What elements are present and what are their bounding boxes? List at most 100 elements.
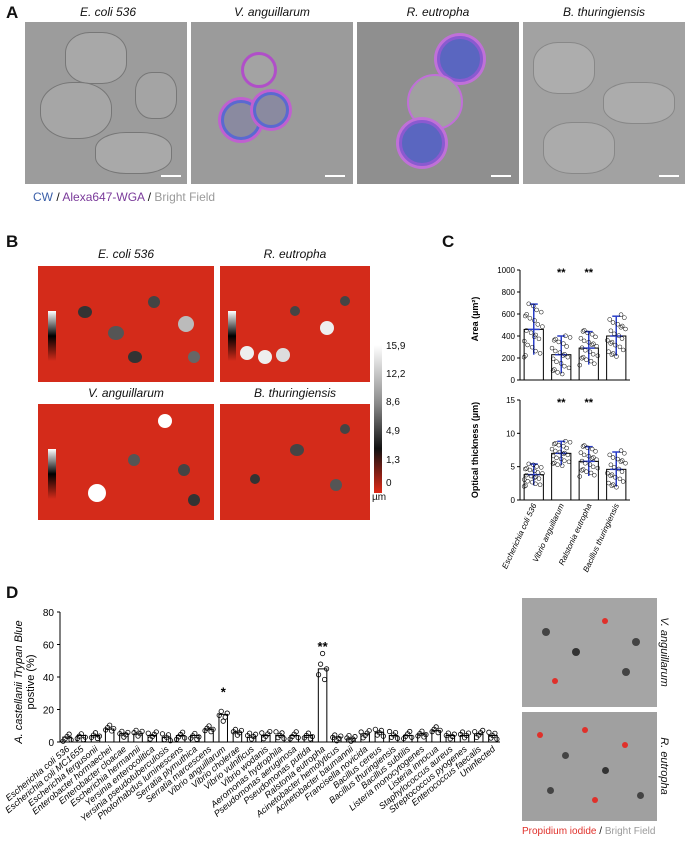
data-point (582, 328, 587, 333)
data-point (564, 344, 569, 349)
panel-d-legend: Propidium iodide / Bright Field (522, 826, 655, 837)
d-y-tick-label: 80 (43, 608, 55, 619)
legend-cw: CW (33, 190, 53, 204)
data-point (539, 309, 544, 315)
data-point (613, 475, 618, 480)
data-point (616, 333, 622, 338)
data-point (620, 347, 626, 353)
area-ylabel: Area (µm²) (470, 297, 480, 342)
data-point (606, 349, 611, 354)
d-data-point (218, 708, 224, 714)
data-point (523, 353, 528, 358)
micrograph-ecoli (25, 22, 187, 184)
data-point (526, 461, 531, 467)
data-point (613, 342, 618, 348)
panel-c-letter: C (442, 232, 455, 251)
d-data-point (372, 726, 378, 732)
data-point (607, 317, 612, 322)
data-point (586, 453, 591, 459)
data-point (577, 474, 582, 479)
data-point (556, 339, 561, 345)
data-point (590, 352, 596, 357)
data-point (529, 479, 535, 485)
data-point (540, 471, 545, 476)
data-point (593, 334, 598, 340)
y-tick-label: 600 (502, 310, 516, 319)
d-data-point (407, 728, 413, 735)
data-point (534, 307, 539, 313)
data-point (609, 339, 615, 345)
data-point (559, 463, 565, 468)
d-data-point (392, 729, 399, 736)
afm-vanguillarum (38, 404, 214, 520)
d-data-point (394, 735, 401, 741)
panel-b-letter: B (6, 232, 19, 251)
data-point (610, 455, 616, 460)
d-data-point (247, 730, 253, 736)
data-point (552, 367, 557, 372)
colorbar-unit: µm (372, 492, 387, 503)
d-data-point (423, 732, 429, 738)
legend-d-bf: Bright Field (604, 826, 656, 837)
afm-reutropha (220, 266, 370, 382)
data-point (595, 353, 601, 358)
data-point (531, 303, 536, 309)
data-point (561, 443, 566, 449)
data-point (533, 332, 538, 338)
data-point (614, 354, 619, 359)
d-data-point (319, 650, 326, 657)
data-point (562, 352, 567, 357)
d-data-point (119, 728, 125, 734)
significance-label: ** (557, 397, 566, 409)
d-data-point (192, 730, 198, 737)
data-point (583, 461, 588, 466)
d-data-point (279, 730, 285, 736)
d-data-point (133, 727, 139, 733)
panel-b-title-1: E. coli 536 (97, 247, 155, 261)
data-point (620, 479, 626, 484)
d-data-point (492, 730, 498, 736)
data-point (623, 326, 628, 332)
d-data-point (220, 718, 226, 724)
data-point (522, 338, 527, 344)
d-data-point (232, 726, 239, 733)
data-point (579, 468, 585, 473)
data-point (532, 468, 537, 474)
data-point (562, 363, 567, 369)
data-point (609, 483, 615, 488)
d-data-point (281, 736, 287, 742)
data-point (550, 368, 556, 373)
data-point (551, 441, 557, 447)
data-point (579, 356, 585, 361)
data-point (553, 441, 558, 446)
data-point (614, 485, 619, 490)
legend-pi: Propidium iodide (522, 826, 597, 837)
data-point (622, 451, 627, 456)
panel-a-title-4: B. thuringiensis (562, 5, 646, 19)
data-point (533, 474, 538, 480)
data-point (578, 450, 584, 455)
data-point (532, 318, 537, 323)
data-point (611, 465, 617, 470)
data-point (607, 452, 612, 458)
panel-a-title-2: V. anguillarum (234, 5, 310, 19)
data-point (610, 320, 616, 325)
data-point (585, 330, 590, 336)
data-point (592, 361, 597, 366)
micrograph-d-vanguillarum (522, 598, 657, 707)
d-bar (374, 731, 385, 743)
data-point (615, 456, 620, 462)
data-point (528, 330, 534, 335)
d-data-point (386, 728, 393, 735)
d-data-point (145, 730, 151, 736)
data-point (580, 329, 586, 334)
data-point (560, 353, 566, 358)
data-point (584, 357, 589, 362)
data-point (605, 338, 610, 343)
data-point (615, 321, 620, 327)
d-data-point (210, 726, 216, 732)
data-point (552, 460, 557, 466)
data-point (539, 465, 544, 470)
d-right-label-1: V. anguillarum (658, 617, 670, 687)
